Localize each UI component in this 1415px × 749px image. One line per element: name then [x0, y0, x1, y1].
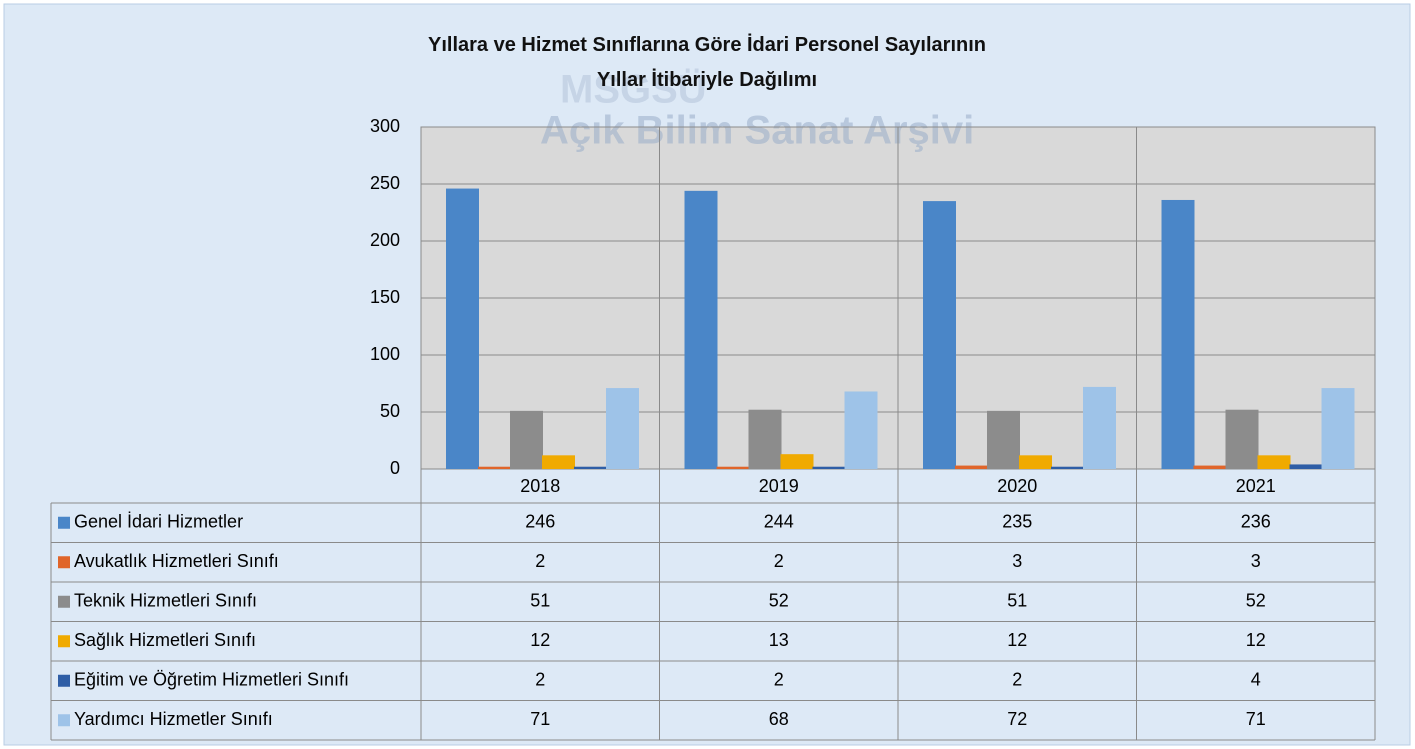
bar [716, 466, 750, 469]
table-value: 246 [525, 512, 555, 532]
bar [780, 454, 814, 469]
legend-label: Yardımcı Hizmetler Sınıfı [74, 709, 273, 729]
y-tick-label: 300 [370, 116, 400, 136]
bar [684, 190, 718, 469]
bar [987, 410, 1020, 469]
legend-label: Sağlık Hizmetleri Sınıfı [74, 630, 256, 650]
bar [955, 465, 988, 469]
bar [1193, 465, 1227, 469]
table-value: 71 [1246, 709, 1266, 729]
table-value: 2 [774, 670, 784, 690]
table-value: 235 [1002, 512, 1032, 532]
table-value: 52 [1246, 591, 1266, 611]
y-tick-label: 250 [370, 173, 400, 193]
bar [812, 466, 846, 469]
legend-label: Genel İdari Hizmetler [74, 512, 243, 532]
table-value: 3 [1251, 551, 1261, 571]
bar [478, 466, 511, 469]
bar [844, 391, 878, 469]
y-tick-label: 200 [370, 230, 400, 250]
table-value: 236 [1241, 512, 1271, 532]
table-value: 4 [1251, 670, 1261, 690]
table-value: 51 [1007, 591, 1027, 611]
table-value: 3 [1012, 551, 1022, 571]
y-tick-label: 150 [370, 287, 400, 307]
legend-swatch [58, 556, 70, 569]
bar [1225, 409, 1259, 469]
watermark: MSGSÜ [560, 67, 707, 112]
bar [1161, 199, 1195, 469]
y-tick-label: 50 [380, 401, 400, 421]
y-tick-label: 100 [370, 344, 400, 364]
legend-swatch [58, 714, 70, 727]
y-tick-label: 0 [390, 458, 400, 478]
bar [1083, 386, 1116, 469]
bar [574, 466, 607, 469]
bar [1289, 464, 1323, 469]
table-value: 12 [1246, 630, 1266, 650]
legend-swatch [58, 516, 70, 529]
table-value: 52 [769, 591, 789, 611]
bar [1019, 455, 1052, 469]
table-value: 2 [535, 551, 545, 571]
table-value: 2 [774, 551, 784, 571]
legend-label: Avukatlık Hizmetleri Sınıfı [74, 551, 279, 571]
table-value: 12 [1007, 630, 1027, 650]
bar [1321, 388, 1355, 469]
table-value: 2 [1012, 670, 1022, 690]
x-tick-label: 2018 [520, 476, 560, 496]
bar [446, 188, 479, 469]
legend-swatch [58, 674, 70, 687]
table-value: 2 [535, 670, 545, 690]
watermark: Açık Bilim Sanat Arşivi [540, 109, 974, 153]
table-value: 12 [530, 630, 550, 650]
legend-label: Eğitim ve Öğretim Hizmetleri Sınıfı [74, 670, 349, 690]
bar [606, 388, 639, 469]
table-value: 72 [1007, 709, 1027, 729]
table-value: 51 [530, 591, 550, 611]
bar [542, 455, 575, 469]
x-tick-label: 2021 [1236, 476, 1276, 496]
legend-swatch [58, 635, 70, 648]
legend-label: Teknik Hizmetleri Sınıfı [74, 591, 257, 611]
chart-title: Yıllara ve Hizmet Sınıflarına Göre İdari… [428, 34, 986, 91]
table-value: 244 [764, 512, 794, 532]
bar [1257, 455, 1291, 469]
x-tick-label: 2020 [997, 476, 1037, 496]
bar [748, 409, 782, 469]
bar [923, 201, 956, 469]
bar [510, 410, 543, 469]
table-value: 71 [530, 709, 550, 729]
table-value: 68 [769, 709, 789, 729]
bar [1051, 466, 1084, 469]
table-value: 13 [769, 630, 789, 650]
x-tick-label: 2019 [759, 476, 799, 496]
legend-swatch [58, 595, 70, 608]
